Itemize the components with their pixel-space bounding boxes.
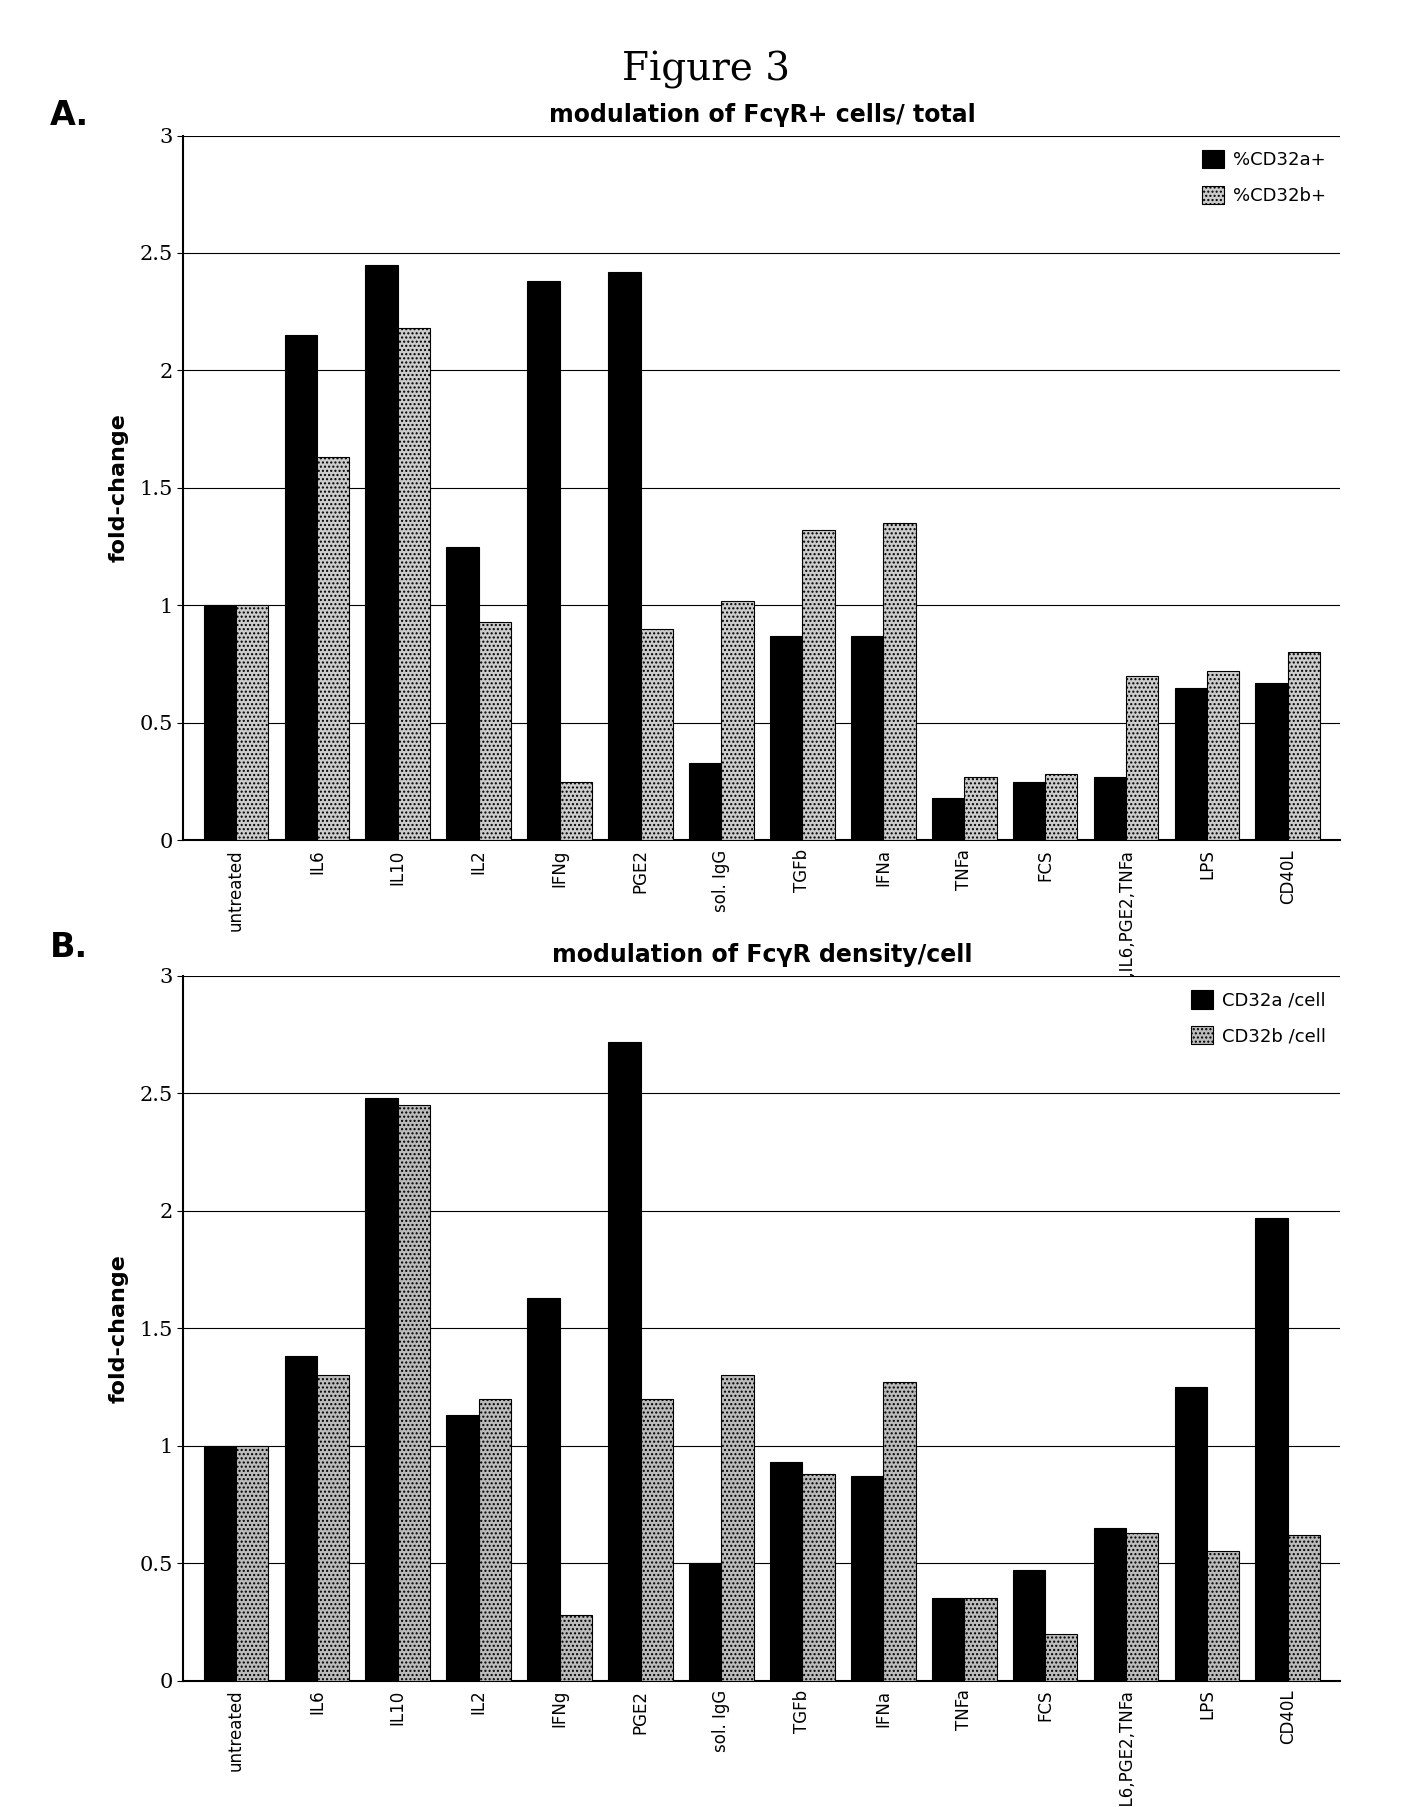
Bar [478,622,511,840]
Bar [317,457,350,840]
Bar [560,1615,593,1681]
Bar [285,1357,317,1681]
Text: Figure 3: Figure 3 [621,51,790,89]
Bar [803,529,835,840]
Bar [641,1399,673,1681]
Bar [803,1475,835,1681]
Bar [365,1099,398,1681]
Bar [203,605,236,840]
Bar [528,1297,560,1681]
Legend: CD32a /cell, CD32b /cell: CD32a /cell, CD32b /cell [1185,985,1332,1050]
Y-axis label: fold-change: fold-change [109,1254,128,1402]
Bar [317,1375,350,1681]
Bar [1046,775,1078,840]
Bar [1288,652,1321,840]
Bar [365,266,398,840]
Bar [641,629,673,840]
Bar [1256,1218,1288,1681]
Bar [1094,1529,1126,1681]
Legend: %CD32a+, %CD32b+: %CD32a+, %CD32b+ [1197,145,1332,210]
Bar [1206,1550,1239,1681]
Bar [931,799,964,840]
Bar [1174,1388,1206,1681]
Bar [1126,1532,1158,1681]
Bar [721,1375,753,1681]
Bar [689,763,721,840]
Bar [721,600,753,840]
Bar [883,1382,916,1681]
Bar [1046,1634,1078,1681]
Bar [1206,670,1239,840]
Title: modulation of FcγR density/cell: modulation of FcγR density/cell [552,943,972,967]
Bar [1126,676,1158,840]
Bar [851,1476,883,1681]
Bar [770,1462,803,1681]
Bar [964,1597,996,1681]
Bar [398,1106,430,1681]
Bar [931,1597,964,1681]
Y-axis label: fold-change: fold-change [109,414,128,562]
Bar [689,1563,721,1681]
Text: A.: A. [49,99,89,132]
Bar [964,777,996,840]
Bar [1256,683,1288,840]
Bar [528,282,560,840]
Bar [478,1399,511,1681]
Bar [1288,1534,1321,1681]
Bar [1013,1570,1046,1681]
Bar [1094,777,1126,840]
Text: B.: B. [49,931,87,963]
Bar [236,605,268,840]
Bar [398,329,430,840]
Bar [446,546,478,840]
Bar [608,271,641,840]
Bar [608,1041,641,1681]
Bar [203,1446,236,1681]
Bar [560,781,593,840]
Bar [883,524,916,840]
Bar [446,1415,478,1681]
Bar [285,336,317,840]
Bar [1174,688,1206,840]
Bar [770,636,803,840]
Title: modulation of FcγR+ cells/ total: modulation of FcγR+ cells/ total [549,103,975,126]
Bar [851,636,883,840]
Bar [236,1446,268,1681]
Bar [1013,781,1046,840]
